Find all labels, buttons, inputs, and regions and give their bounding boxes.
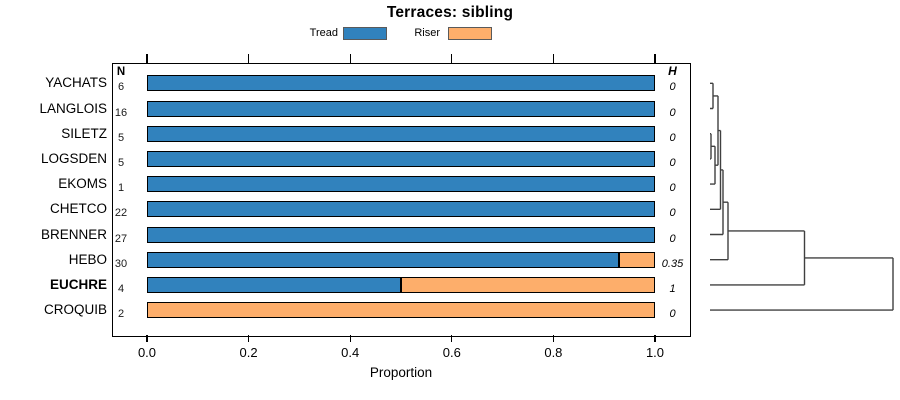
- x-axis-tick-top: [451, 54, 453, 63]
- bar-segment-tread: [147, 201, 655, 218]
- n-value: 4: [117, 282, 125, 295]
- x-axis-tick-bottom: [349, 335, 351, 342]
- chart-title: Terraces: sibling: [386, 4, 514, 21]
- h-value: 0.35: [661, 257, 684, 270]
- bar-row-langlois: [147, 100, 655, 117]
- bar-segment-tread: [147, 150, 655, 167]
- bar-segment-riser: [619, 251, 655, 268]
- x-axis-tick-top: [349, 54, 351, 63]
- bar-row-yachats: [147, 75, 655, 92]
- bar-segment-tread: [147, 100, 655, 117]
- h-value: 1: [669, 282, 676, 295]
- x-tick-label: 0.4: [341, 345, 360, 360]
- row-label-yachats: YACHATS: [45, 75, 107, 91]
- bar-row-croquib: [147, 302, 655, 319]
- n-value: 5: [117, 156, 125, 169]
- x-axis-tick-top: [654, 54, 656, 63]
- bar-segment-riser: [401, 276, 655, 293]
- bar-row-ekoms: [147, 176, 655, 193]
- n-value: 16: [114, 106, 128, 119]
- plot-panel-border: [112, 63, 691, 337]
- x-tick-label: 0.0: [137, 345, 157, 360]
- legend-swatch-tread: [343, 27, 387, 40]
- x-axis-tick-top: [146, 54, 148, 63]
- x-axis-tick-bottom: [654, 335, 656, 342]
- h-value: 0: [669, 308, 676, 321]
- x-axis-tick-top: [248, 54, 250, 63]
- n-value: 22: [114, 207, 128, 220]
- h-value: 0: [669, 182, 676, 195]
- n-value: 1: [117, 182, 125, 195]
- bar-row-euchre: [147, 276, 655, 293]
- dendrogram-lines: [710, 82, 894, 311]
- h-value: 0: [669, 207, 676, 220]
- row-label-langlois: LANGLOIS: [39, 100, 107, 116]
- legend-label-riser: Riser: [414, 27, 440, 39]
- row-label-logsden: LOGSDEN: [40, 150, 107, 166]
- row-label-hebo: HEBO: [68, 251, 107, 267]
- row-label-brenner: BRENNER: [40, 226, 107, 242]
- h-value: 0: [669, 81, 676, 94]
- n-column-header: N: [116, 66, 126, 78]
- n-value: 27: [114, 232, 128, 245]
- bar-row-siletz: [147, 125, 655, 142]
- x-axis-tick-bottom: [552, 335, 554, 342]
- bar-segment-tread: [147, 251, 620, 268]
- bar-segment-tread: [147, 75, 655, 92]
- x-tick-label: 0.6: [442, 345, 461, 360]
- h-value: 0: [669, 131, 676, 144]
- n-value: 2: [117, 308, 125, 321]
- row-label-chetco: CHETCO: [50, 201, 107, 217]
- bar-row-hebo: [147, 251, 655, 268]
- bar-segment-tread: [147, 176, 655, 193]
- h-value: 0: [669, 106, 676, 119]
- legend-label-tread: Tread: [309, 27, 338, 39]
- bar-row-chetco: [147, 201, 655, 218]
- h-value: 0: [669, 156, 676, 169]
- n-value: 6: [117, 81, 125, 94]
- x-axis-tick-bottom: [248, 335, 250, 342]
- legend-swatch-riser: [448, 27, 492, 40]
- row-label-siletz: SILETZ: [61, 125, 107, 141]
- bar-segment-riser: [147, 302, 655, 319]
- row-label-ekoms: EKOMS: [58, 176, 107, 192]
- h-column-header: H: [668, 64, 677, 78]
- x-tick-label: 1.0: [645, 345, 665, 360]
- x-axis-tick-top: [552, 54, 554, 63]
- n-value: 30: [114, 257, 128, 270]
- n-value: 5: [117, 131, 125, 144]
- row-label-croquib: CROQUIB: [43, 302, 107, 318]
- x-axis-tick-bottom: [451, 335, 453, 342]
- h-value: 0: [669, 232, 676, 245]
- bar-segment-tread: [147, 276, 401, 293]
- bar-segment-tread: [147, 125, 655, 142]
- bar-row-logsden: [147, 150, 655, 167]
- bar-row-brenner: [147, 226, 655, 243]
- x-axis-label: Proportion: [369, 365, 433, 380]
- x-axis-tick-bottom: [146, 335, 148, 342]
- x-tick-label: 0.8: [544, 345, 563, 360]
- bar-segment-tread: [147, 226, 655, 243]
- x-tick-label: 0.2: [239, 345, 258, 360]
- row-label-euchre: EUCHRE: [49, 276, 107, 292]
